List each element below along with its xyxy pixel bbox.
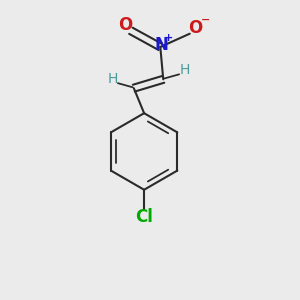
Text: Cl: Cl bbox=[135, 208, 153, 226]
Text: H: H bbox=[107, 72, 118, 86]
Text: O: O bbox=[188, 19, 202, 37]
Text: O: O bbox=[118, 16, 133, 34]
Text: H: H bbox=[179, 64, 190, 77]
Text: N: N bbox=[155, 37, 169, 55]
Text: +: + bbox=[164, 32, 173, 43]
Text: −: − bbox=[201, 15, 211, 25]
